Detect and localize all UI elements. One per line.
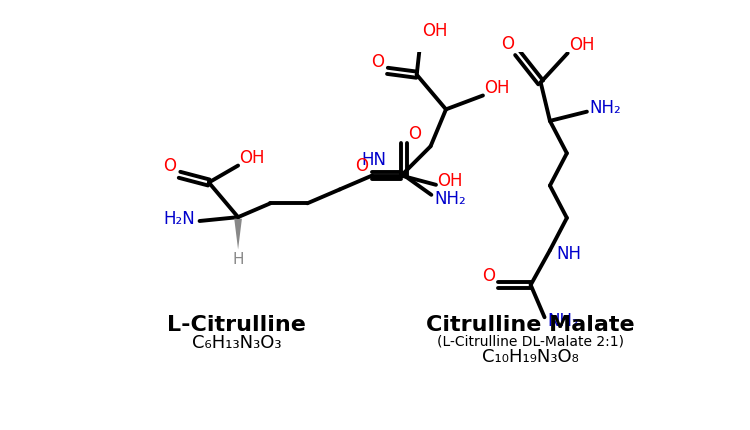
Text: OH: OH [239, 149, 265, 167]
Text: HN: HN [362, 151, 387, 169]
Text: C₆H₁₃N₃O₃: C₆H₁₃N₃O₃ [192, 334, 281, 352]
Text: NH₂: NH₂ [590, 99, 621, 117]
Text: O: O [501, 35, 514, 53]
Text: L-Citrulline: L-Citrulline [167, 315, 306, 335]
Text: OH: OH [568, 37, 594, 55]
Text: C₁₀H₁₉N₃O₈: C₁₀H₁₉N₃O₈ [482, 348, 579, 366]
Text: OH: OH [484, 79, 509, 97]
Text: O: O [356, 157, 368, 175]
Text: OH: OH [437, 172, 463, 190]
Polygon shape [234, 219, 242, 249]
Text: H: H [232, 252, 244, 267]
Text: Citrulline Malate: Citrulline Malate [426, 315, 635, 335]
Text: O: O [371, 52, 384, 71]
Text: O: O [163, 157, 176, 175]
Text: OH: OH [422, 22, 447, 40]
Text: NH₂: NH₂ [548, 312, 579, 330]
Text: O: O [408, 125, 421, 143]
Text: H₂N: H₂N [164, 210, 196, 228]
Text: NH₂: NH₂ [434, 190, 466, 209]
Text: (L-Citrulline DL-Malate 2:1): (L-Citrulline DL-Malate 2:1) [437, 335, 624, 349]
Text: O: O [482, 267, 495, 285]
Text: NH: NH [556, 245, 581, 263]
